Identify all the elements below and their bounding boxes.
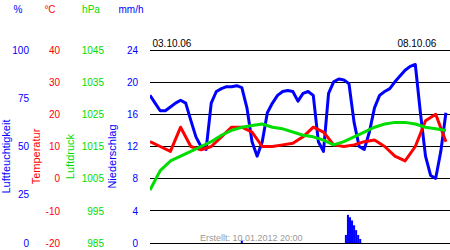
tick-label: 24 [127, 45, 139, 56]
tick-label: 1035 [82, 77, 105, 88]
tick: -10 [46, 206, 61, 217]
tick-label: -10 [46, 206, 61, 217]
tick-label: 50 [18, 141, 30, 152]
y-axis: 0 4 8 12 16 20 24 [127, 45, 139, 249]
bar [357, 235, 359, 243]
tick-label: 4 [132, 206, 138, 217]
tick-label: 1005 [82, 173, 105, 184]
tick-label: 0 [54, 173, 60, 184]
bar [353, 225, 355, 243]
chart: 0255075100%Luftfeuchtigkeit03.10.0608.10… [0, 0, 450, 250]
plot-marks [150, 64, 446, 243]
tick-label: 16 [127, 109, 139, 120]
tick-label: 995 [87, 206, 104, 217]
tick-label: 985 [87, 238, 104, 249]
tick-label: 20 [127, 77, 139, 88]
tick-label: 0 [132, 238, 138, 249]
grid-line [150, 210, 450, 211]
tick: 0 [132, 238, 138, 249]
grid-line [150, 178, 450, 179]
grid-line [150, 114, 450, 115]
tick: 16 [127, 109, 139, 120]
tick: 100 [12, 45, 29, 56]
tick: 0 [54, 173, 60, 184]
tick: 10 [49, 141, 61, 152]
axis-unit: hPa [82, 4, 100, 15]
grid-line [150, 82, 450, 83]
grid [150, 50, 450, 243]
axis-title: Luftfeuchtigkeit [0, 120, 12, 194]
tick-label: 25 [18, 189, 30, 200]
tick: 1025 [82, 109, 105, 120]
tick-label: 08.10.06 [397, 38, 436, 49]
tick-label: 0 [23, 238, 29, 249]
tick: 995 [87, 206, 104, 217]
texts: 0255075100%Luftfeuchtigkeit03.10.0608.10… [0, 4, 450, 249]
tick: 12 [127, 141, 139, 152]
bar [345, 235, 347, 243]
y-axis: 985 995 1005 1015 1025 1035 1045 [82, 45, 105, 249]
tick: 1035 [82, 77, 105, 88]
tick-label: 1025 [82, 109, 105, 120]
tick-label: 1045 [82, 45, 105, 56]
tick-label: 20 [49, 109, 61, 120]
x-axis: 03.10.06 08.10.06 [151, 38, 450, 51]
y-axis: -20 -10 0 10 20 30 40 [46, 45, 61, 249]
tick: 20 [49, 109, 61, 120]
line [150, 122, 446, 190]
tick: 4 [132, 206, 138, 217]
tick-label: 12 [127, 141, 139, 152]
tick: 20 [127, 77, 139, 88]
axis-title: Niederschlag [106, 124, 118, 188]
tick: 1005 [82, 173, 105, 184]
tick-label: 30 [49, 77, 61, 88]
bar [347, 215, 349, 243]
annotation: Erstellt: 10.01.2012 20:00 [200, 233, 303, 243]
tick-label: -20 [46, 238, 61, 249]
bar [359, 239, 361, 243]
tick: 0 [23, 238, 29, 249]
bar [351, 220, 353, 243]
tick: 25 [18, 189, 30, 200]
tick: 50 [18, 141, 30, 152]
tick: 08.10.06 [395, 38, 436, 50]
axis-line [151, 50, 450, 51]
axis-line [104, 51, 105, 244]
axis-unit: mm/h [119, 4, 144, 15]
tick: 03.10.06 [151, 38, 192, 50]
y-axis: 0 25 50 75 100 [12, 45, 29, 249]
bar [349, 217, 351, 243]
tick-label: 75 [18, 93, 30, 104]
grid-line [150, 50, 450, 51]
axis-title: Temperatur [30, 128, 42, 184]
axis-unit: % [14, 4, 23, 15]
tick: 30 [49, 77, 61, 88]
axis-title: Luftdruck [64, 133, 76, 179]
tick-label: 40 [49, 45, 61, 56]
tick-label: 03.10.06 [153, 38, 192, 49]
tick: 24 [127, 45, 139, 56]
tick-label: 1015 [82, 141, 105, 152]
tick: 8 [132, 173, 138, 184]
tick: 985 [87, 238, 104, 249]
tick-label: 10 [49, 141, 61, 152]
tick: 1015 [82, 141, 105, 152]
bar [355, 230, 357, 243]
axis-line [138, 51, 139, 244]
tick-label: 100 [12, 45, 29, 56]
axis-unit: °C [44, 4, 55, 15]
axis-line [60, 51, 61, 244]
tick: 1045 [82, 45, 105, 56]
tick-label: 8 [132, 173, 138, 184]
tick: 75 [18, 93, 30, 104]
tick: -20 [46, 238, 61, 249]
tick: 40 [49, 45, 61, 56]
